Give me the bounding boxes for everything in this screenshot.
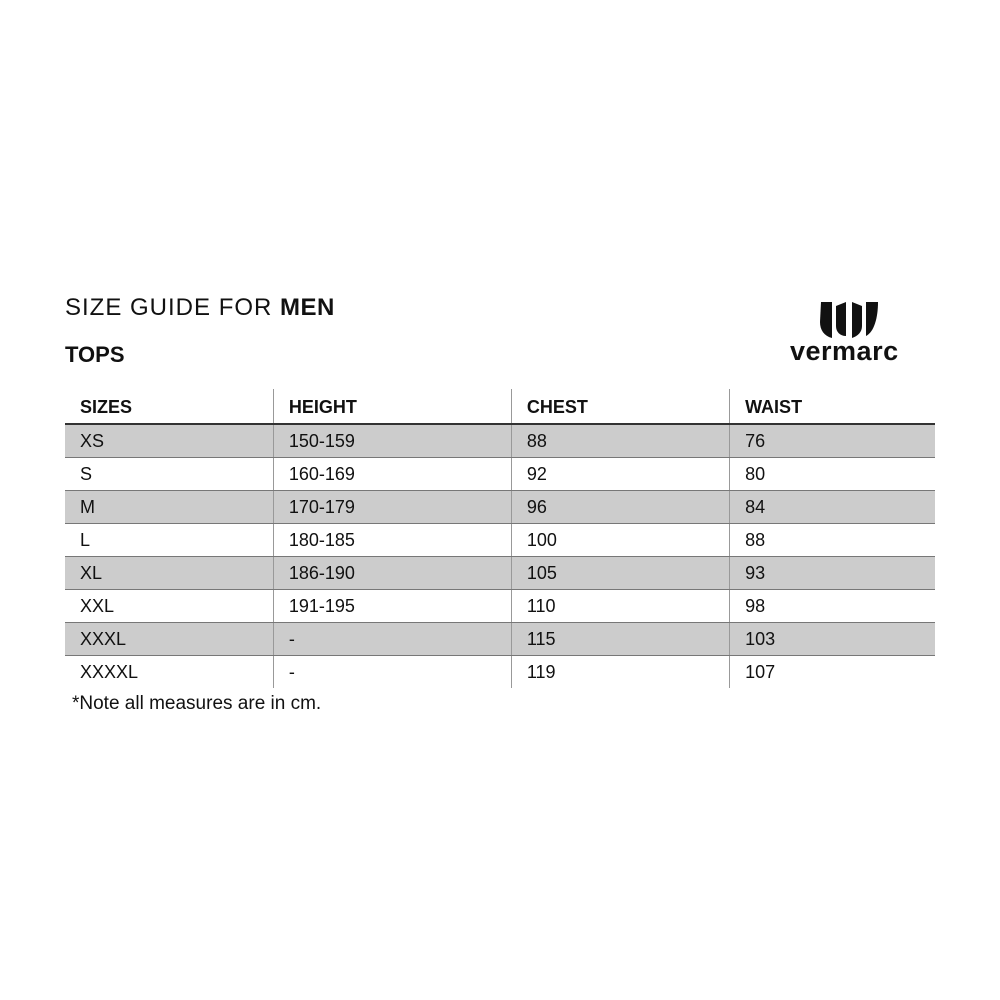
table-cell: 150-159 [272, 424, 512, 458]
column-header: HEIGHT [272, 389, 512, 425]
table-cell: 170-179 [272, 490, 512, 524]
table-cell: 103 [729, 622, 935, 656]
table-cell: 88 [510, 424, 730, 458]
table-cell: L [65, 523, 274, 557]
size-table: SIZES HEIGHT CHEST WAIST XS 150-159 88 76 S 160-… [65, 389, 935, 688]
table-cell: XXL [65, 589, 274, 623]
logo-wordmark: vermarc [790, 336, 899, 366]
table-row: XS 150-159 88 76 [65, 424, 935, 458]
table-cell: 96 [510, 490, 730, 524]
table-cell: 98 [729, 589, 935, 623]
table-cell: 119 [510, 655, 730, 688]
measure-note: *Note all measures are in cm. [72, 693, 322, 714]
table-cell: 105 [510, 556, 730, 590]
table-cell: 88 [729, 523, 935, 557]
table-cell: - [272, 622, 512, 656]
table-cell: 180-185 [272, 523, 512, 557]
table-cell: M [65, 490, 274, 524]
page-title: SIZE GUIDE FOR MEN [65, 294, 335, 322]
table-row: M 170-179 96 84 [65, 490, 935, 524]
table-cell: 84 [729, 490, 935, 524]
table-cell: 76 [729, 424, 935, 458]
table-cell: 93 [729, 556, 935, 590]
table-cell: 107 [729, 655, 935, 688]
title-prefix: SIZE GUIDE FOR [65, 294, 273, 321]
table-cell: 92 [510, 457, 730, 491]
table-cell: XS [65, 424, 274, 458]
vermarc-logo: vermarc [788, 298, 913, 370]
table-cell: XXXXL [80, 661, 139, 682]
table-cell: 80 [729, 457, 935, 491]
table-cell: 191-195 [272, 589, 512, 623]
table-header: SIZES HEIGHT CHEST WAIST [65, 389, 935, 425]
table-row: XXXXL -119 107 [65, 655, 935, 688]
table-cell: XXXL [65, 622, 274, 656]
table-cell: 100 [510, 523, 730, 557]
section-title: TOPS [65, 342, 125, 367]
table-cell: S [65, 457, 274, 491]
table-cell: XL [65, 556, 274, 590]
column-header: SIZES [65, 389, 274, 425]
table-cell: 110 [510, 589, 730, 623]
column-header: WAIST [729, 389, 935, 425]
table-row: XXXL -115 103 [65, 622, 935, 656]
logo-mark-icon [820, 302, 878, 338]
table-row: S 160-169 92 80 [65, 457, 935, 491]
title-gender: MEN [280, 294, 335, 321]
table-cell: 115 [510, 622, 730, 656]
table-row: L 180-185 100 88 [65, 523, 935, 557]
table-cell: - [272, 655, 512, 688]
column-header: CHEST [510, 389, 730, 425]
table-row: XL 186-190 105 93 [65, 556, 935, 590]
table-row: XXL 191-195 110 98 [65, 589, 935, 623]
table-cell: 186-190 [272, 556, 512, 590]
table-cell: 160-169 [272, 457, 512, 491]
